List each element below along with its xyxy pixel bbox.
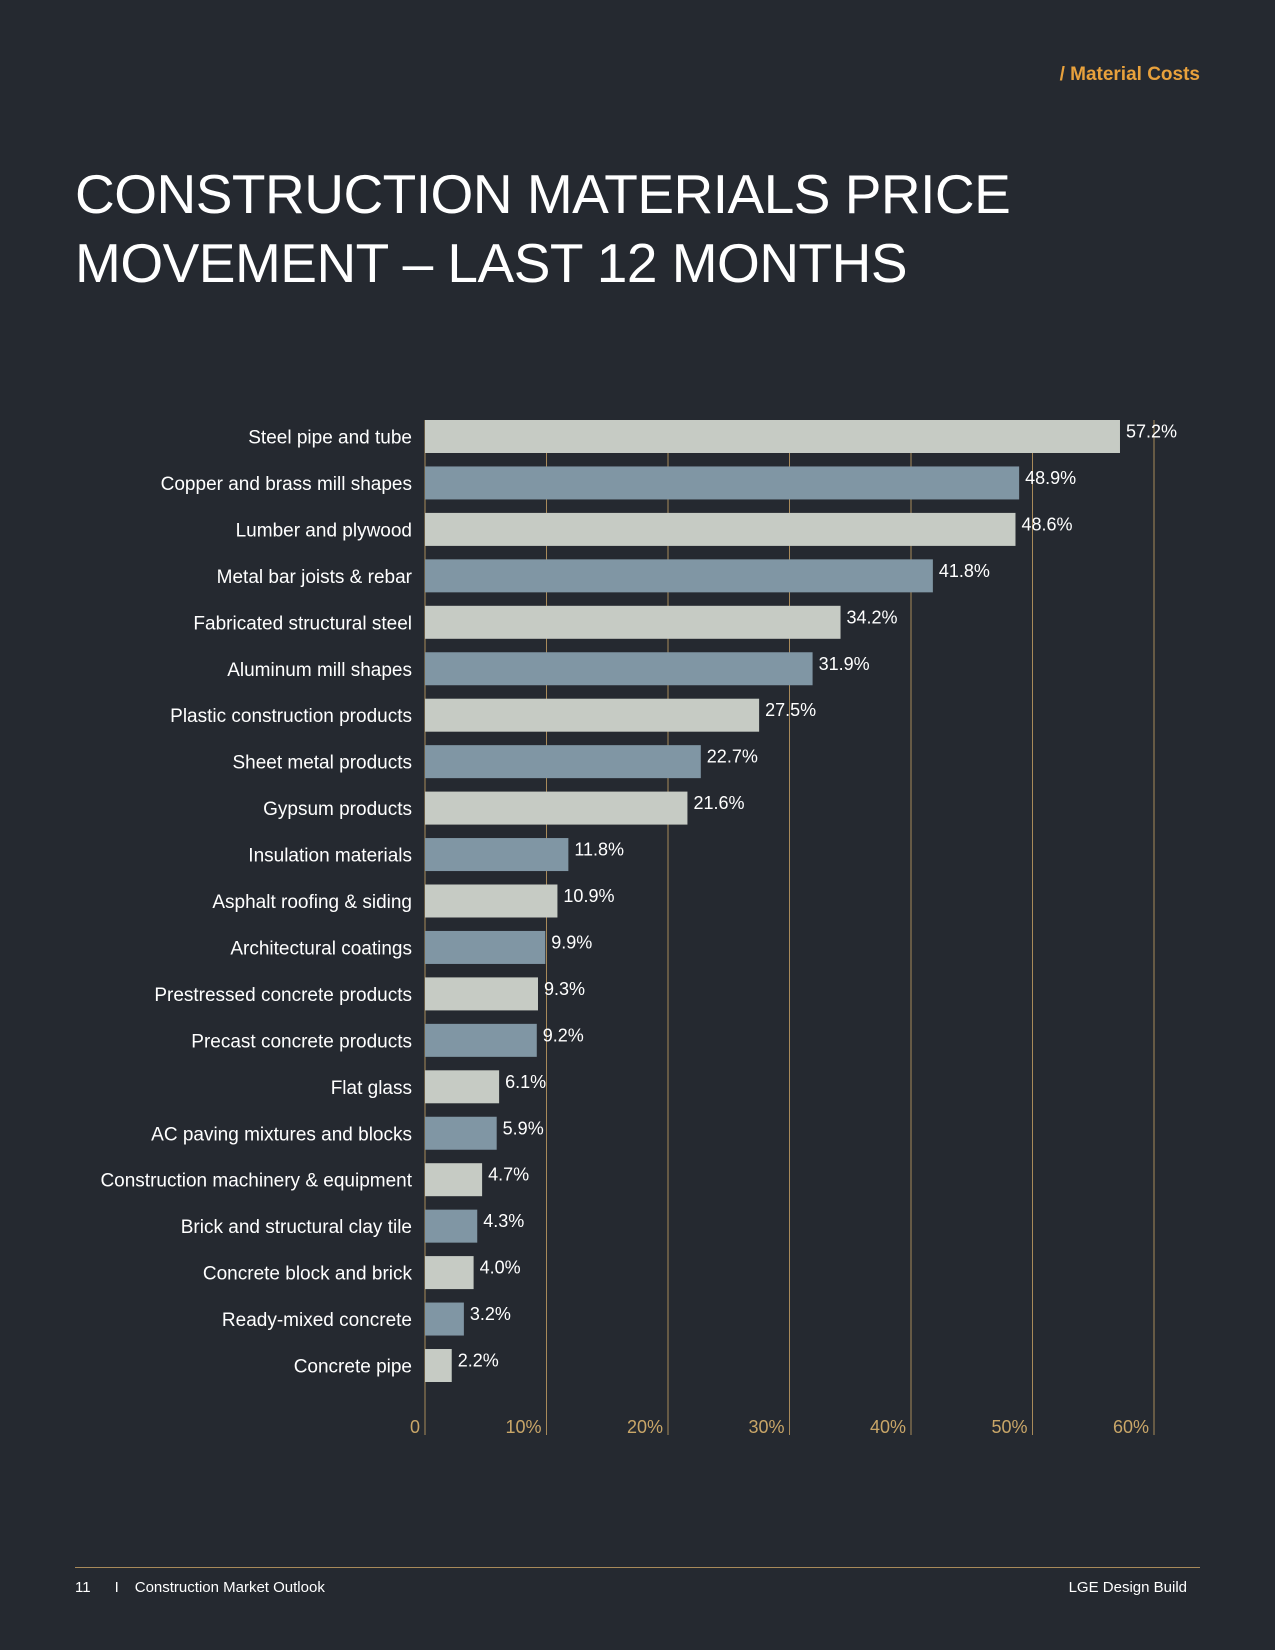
category-label: Flat glass [331, 1078, 412, 1099]
data-label: 22.7% [707, 747, 758, 767]
category-label: Aluminum mill shapes [227, 660, 412, 681]
data-label: 27.5% [765, 700, 816, 720]
bar [425, 745, 701, 779]
x-tick-label: 0 [410, 1417, 420, 1437]
data-label: 6.1% [505, 1072, 546, 1092]
bar [425, 559, 933, 593]
data-label: 21.6% [693, 793, 744, 813]
bar [425, 1023, 537, 1057]
category-label: Fabricated structural steel [193, 613, 412, 634]
category-label: Prestressed concrete products [154, 985, 412, 1006]
bar [425, 1349, 452, 1382]
bar [425, 652, 813, 686]
bar [425, 1209, 478, 1243]
category-label: Plastic construction products [170, 706, 412, 727]
chart-labels: 0 10% 20% 30% 40% 50% 60% Steel pipe and tube 57… [100, 422, 1177, 1438]
section-tag: / Material Costs [1059, 64, 1200, 85]
bar [425, 791, 688, 825]
bar [425, 1256, 474, 1290]
chart-bars [425, 420, 1120, 1382]
category-label: Steel pipe and tube [248, 428, 412, 449]
category-label: Metal bar joists & rebar [217, 567, 413, 588]
category-label: AC paving mixtures and blocks [151, 1124, 412, 1145]
category-label: Concrete block and brick [203, 1264, 413, 1285]
category-label: Concrete pipe [294, 1357, 412, 1378]
data-label: 57.2% [1126, 422, 1177, 442]
page-title-line-1: CONSTRUCTION MATERIALS PRICE [75, 163, 1011, 225]
page-title-line-2: MOVEMENT – LAST 12 MONTHS [75, 232, 908, 294]
footer-left: 11 I Construction Market Outlook [75, 1579, 325, 1596]
bar [425, 1070, 500, 1104]
data-label: 4.3% [483, 1211, 524, 1231]
category-label: Asphalt roofing & siding [212, 892, 412, 913]
bar [425, 1302, 464, 1336]
category-label: Sheet metal products [232, 753, 412, 774]
footer-separator: I [114, 1579, 119, 1596]
category-label: Precast concrete products [191, 1031, 412, 1052]
data-label: 48.9% [1025, 468, 1076, 488]
page-number: 11 [75, 1579, 91, 1596]
x-tick-label: 40% [870, 1417, 906, 1437]
data-label: 41.8% [939, 561, 990, 581]
bar [425, 1116, 497, 1150]
category-label: Ready-mixed concrete [222, 1310, 412, 1331]
x-tick-label: 20% [627, 1417, 663, 1437]
x-tick-label: 10% [505, 1417, 541, 1437]
bar [425, 512, 1016, 546]
category-label: Insulation materials [248, 846, 412, 867]
data-label: 9.2% [543, 1025, 584, 1045]
data-label: 31.9% [819, 654, 870, 674]
bar [425, 1163, 483, 1197]
bar [425, 698, 760, 732]
category-label: Gypsum products [263, 799, 412, 820]
data-label: 48.6% [1021, 514, 1072, 534]
category-label: Architectural coatings [230, 938, 412, 959]
data-label: 5.9% [503, 1118, 544, 1138]
bar-chart: 0 10% 20% 30% 40% 50% 60% Steel pipe and tube 57… [100, 420, 1177, 1438]
data-label: 2.2% [458, 1351, 499, 1371]
x-tick-label: 60% [1113, 1417, 1149, 1437]
data-label: 4.0% [480, 1258, 521, 1278]
data-label: 9.3% [544, 979, 585, 999]
bar [425, 977, 538, 1011]
category-label: Lumber and plywood [236, 520, 412, 541]
data-label: 3.2% [470, 1304, 511, 1324]
bar [425, 838, 569, 872]
publication-name: Construction Market Outlook [134, 1579, 325, 1596]
bar [425, 605, 841, 639]
bar [425, 884, 558, 918]
bar [425, 420, 1120, 453]
category-label: Brick and structural clay tile [181, 1217, 412, 1238]
data-label: 11.8% [574, 840, 624, 860]
data-label: 9.9% [551, 932, 592, 952]
company-name: LGE Design Build [1068, 1579, 1187, 1596]
footer-divider [75, 1567, 1200, 1568]
bar [425, 930, 546, 964]
data-label: 34.2% [847, 607, 898, 627]
category-label: Construction machinery & equipment [100, 1171, 412, 1192]
category-label: Copper and brass mill shapes [161, 474, 412, 495]
data-label: 4.7% [488, 1165, 529, 1185]
x-tick-label: 30% [748, 1417, 784, 1437]
data-label: 10.9% [563, 886, 614, 906]
page-title: CONSTRUCTION MATERIALS PRICE MOVEMENT – … [75, 160, 1175, 298]
x-tick-label: 50% [991, 1417, 1027, 1437]
bar [425, 466, 1020, 500]
